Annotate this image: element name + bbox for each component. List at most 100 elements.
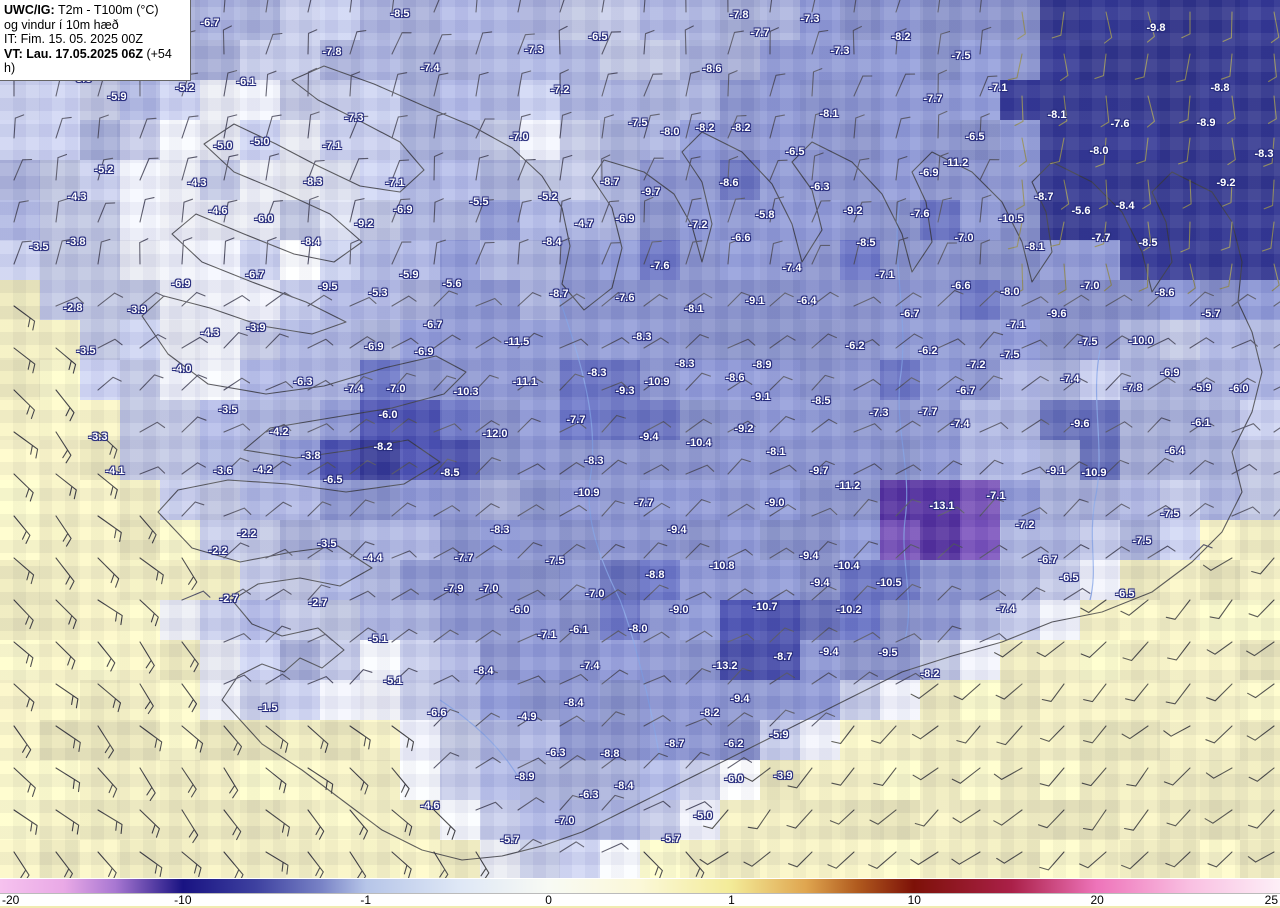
temp-label: -7.5 [1078, 336, 1098, 348]
temp-label: -6.0 [724, 773, 744, 785]
temp-label: -7.3 [830, 45, 850, 57]
temp-label: -6.0 [378, 409, 398, 421]
temp-label: -6.7 [245, 269, 265, 281]
temp-label: -6.1 [236, 76, 256, 88]
temp-label: -5.8 [755, 209, 775, 221]
wind-barb [97, 238, 111, 265]
temp-label: -8.3 [587, 367, 607, 379]
wind-barb [601, 242, 621, 265]
wind-barb [895, 198, 907, 223]
temp-label: -9.4 [799, 550, 819, 562]
wind-barb [601, 337, 630, 349]
temp-label: -7.0 [386, 383, 406, 395]
wind-barb [1231, 506, 1261, 517]
wind-barb [181, 374, 208, 391]
temp-label: -8.1 [819, 108, 839, 120]
wind-barb [517, 159, 536, 181]
wind-barb [55, 238, 72, 265]
wind-barb [55, 296, 85, 307]
temp-label: -4.3 [67, 191, 87, 203]
wind-barb [265, 767, 287, 794]
temp-label: -8.1 [1047, 109, 1067, 121]
wind-barb [1180, 221, 1191, 253]
wind-barb [1121, 851, 1149, 870]
temp-label: -6.1 [569, 624, 589, 636]
temp-label: -6.9 [393, 204, 413, 216]
wind-barb [727, 197, 746, 223]
wind-barb [601, 72, 618, 97]
wind-barb [13, 599, 34, 630]
temp-label: -10.4 [834, 560, 860, 572]
temp-label: -7.1 [986, 490, 1006, 502]
wind-barb [853, 75, 873, 97]
wind-barb [979, 0, 982, 13]
wind-barb [895, 633, 922, 643]
temp-label: -3.8 [301, 450, 321, 462]
wind-barb [223, 725, 243, 756]
wind-barb [914, 809, 939, 827]
wind-barb [55, 809, 80, 835]
temp-label: -8.3 [675, 358, 695, 370]
wind-barb [391, 767, 410, 798]
wind-barb [643, 542, 668, 559]
wind-barb [769, 240, 783, 265]
wind-barb [391, 198, 411, 223]
wind-barb [1227, 137, 1236, 166]
wind-barb [937, 419, 963, 433]
wind-barb [937, 110, 948, 139]
wind-barb [223, 507, 252, 517]
wind-barb [1063, 461, 1088, 475]
wind-barb [517, 377, 544, 391]
wind-barb [181, 462, 206, 475]
wind-barb [727, 757, 753, 769]
wind-barb [1247, 809, 1275, 829]
wind-barb [1138, 263, 1149, 292]
wind-barb [1204, 809, 1233, 824]
wind-barb [517, 239, 529, 265]
temp-label: -7.2 [550, 84, 570, 96]
wind-barb [55, 389, 75, 422]
wind-barb [265, 851, 289, 875]
wind-barb [1103, 263, 1112, 292]
wind-barb [1263, 179, 1275, 210]
wind-barb [1021, 546, 1049, 559]
wind-barb [307, 676, 334, 685]
temp-label: -6.5 [785, 146, 805, 158]
wind-barb [307, 0, 312, 13]
wind-barb [349, 336, 376, 349]
temp-label: -6.7 [900, 308, 920, 320]
temp-label: -9.4 [667, 524, 687, 536]
wind-barb [979, 498, 1005, 517]
wind-barb [727, 667, 752, 685]
temp-label: -10.9 [644, 376, 670, 388]
wind-barb [787, 767, 813, 789]
wind-barb [811, 374, 835, 391]
wind-barb [433, 589, 459, 601]
wind-barb [97, 292, 124, 307]
wind-barbs-layer [13, 0, 1280, 878]
wind-barb [1021, 375, 1049, 391]
temp-label: -8.9 [1196, 117, 1216, 129]
wind-barb [391, 295, 417, 307]
wind-barb [223, 423, 251, 433]
temp-label: -7.8 [322, 46, 342, 58]
wind-barb [1104, 11, 1113, 44]
wind-barb [139, 767, 156, 801]
wind-barb [433, 708, 460, 727]
wind-barb [685, 630, 713, 643]
wind-barb [1021, 507, 1048, 517]
product-subtitle: og vindur í 10m hæð [4, 17, 119, 32]
wind-barb [1231, 423, 1261, 433]
temp-label: -8.1 [1025, 241, 1045, 253]
wind-barb [1206, 641, 1233, 655]
wind-barb [811, 418, 838, 433]
wind-barb [265, 153, 280, 181]
wind-barb [181, 641, 199, 673]
temp-label: -5.1 [383, 675, 403, 687]
temp-label: -9.7 [641, 186, 661, 198]
wind-barb [685, 240, 703, 265]
temp-label: -7.7 [923, 93, 943, 105]
wind-barb [181, 237, 193, 265]
wind-barb [97, 473, 118, 500]
wind-barb [956, 725, 981, 744]
